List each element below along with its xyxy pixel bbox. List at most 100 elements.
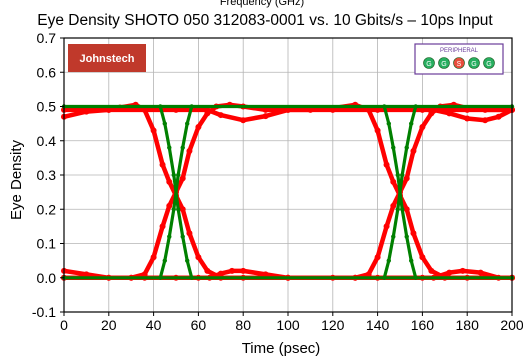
input-eye-point: [409, 258, 414, 263]
input-eye-point: [167, 145, 172, 150]
input-eye-point: [404, 234, 409, 239]
input-eye-point: [162, 258, 167, 263]
output-eye-point: [383, 223, 390, 230]
x-tick-label: 140: [366, 317, 390, 333]
x-tick-label: 120: [321, 317, 345, 333]
output-eye-point: [410, 230, 417, 237]
output-eye-point: [495, 113, 502, 120]
input-eye-point: [409, 121, 414, 126]
output-eye-point: [428, 267, 435, 274]
input-eye-point: [400, 207, 405, 212]
input-eye-point: [180, 145, 185, 150]
plot-series: [61, 101, 515, 281]
output-eye-point: [285, 106, 291, 113]
badge-label: PERIPHERAL: [440, 48, 479, 54]
input-eye-point: [382, 104, 387, 109]
input-eye-point: [395, 172, 400, 178]
output-eye-point: [307, 106, 314, 113]
output-eye-point: [419, 254, 426, 261]
output-eye-point: [166, 202, 173, 209]
output-eye-point: [419, 124, 426, 131]
x-tick-label: 40: [146, 317, 162, 333]
input-eye-point: [391, 234, 396, 239]
x-tick-label: 160: [411, 317, 435, 333]
output-eye-point: [159, 223, 166, 230]
axis-ticks: 0 20 40 60 80 100 120 140 160 180 200 -0.1 0.0 0.1 0.2…: [32, 30, 523, 333]
x-tick-label: 80: [235, 317, 251, 333]
chart-title: Eye Density SHOTO 050 312083-0001 vs. 10…: [37, 12, 493, 29]
y-tick-label: 0.7: [37, 30, 57, 46]
output-eye-point: [173, 106, 179, 113]
output-eye-point: [159, 161, 166, 168]
input-eye-point: [185, 258, 190, 263]
input-eye-point: [171, 172, 176, 178]
badge-dot-letter: G: [486, 61, 491, 68]
y-tick-label: 0.5: [37, 99, 57, 115]
input-eye-point: [395, 207, 400, 212]
output-eye-point: [186, 230, 193, 237]
output-eye-point: [374, 127, 381, 134]
input-eye-point: [400, 172, 405, 178]
output-eye-point: [403, 206, 410, 213]
input-eye-point: [162, 121, 167, 126]
output-eye-point: [150, 127, 157, 134]
input-eye-point: [189, 104, 194, 109]
output-eye-point: [179, 175, 186, 182]
badge-dot-letter: G: [426, 61, 431, 68]
input-eye-point: [189, 275, 194, 280]
y-tick-label: 0.2: [37, 201, 57, 217]
output-eye-point: [83, 271, 90, 278]
peripheral-badge: PERIPHERAL G G S G G: [414, 43, 504, 75]
x-tick-label: 200: [500, 317, 523, 333]
x-tick-label: 20: [101, 317, 117, 333]
output-eye-point: [195, 124, 202, 131]
output-eye-point: [262, 271, 269, 278]
input-eye-point: [404, 145, 409, 150]
input-eye-point: [167, 234, 172, 239]
top-cut-text: Frequency (GHz): [220, 0, 304, 8]
output-eye-point: [240, 267, 247, 274]
input-eye-point: [413, 104, 418, 109]
input-eye-point: [171, 207, 176, 212]
output-eye-point: [374, 254, 381, 261]
output-eye-point: [410, 148, 417, 155]
output-eye-point: [179, 206, 186, 213]
input-eye-trace: [382, 104, 418, 280]
output-eye-point: [240, 117, 247, 124]
logo-text: Johnstech: [79, 53, 134, 65]
x-tick-label: 100: [276, 317, 300, 333]
input-eye-point: [185, 121, 190, 126]
output-eye-point: [229, 267, 235, 274]
output-eye-point: [459, 267, 466, 274]
output-eye-point: [166, 178, 173, 185]
y-tick-label: 0.0: [37, 270, 57, 286]
y-tick-label: 0.1: [37, 236, 57, 252]
badge-dot: [483, 57, 495, 69]
output-eye-point: [150, 254, 157, 261]
badge-dot-letter: S: [457, 61, 462, 68]
badge-dot-letter: G: [441, 61, 446, 68]
output-eye-point: [482, 106, 489, 113]
y-tick-label: 0.3: [37, 167, 57, 183]
input-eye-point: [386, 258, 391, 263]
output-eye-point: [217, 270, 224, 277]
output-eye-point: [374, 106, 381, 113]
input-eye-point: [158, 104, 163, 109]
johnstech-logo: Johnstech: [68, 44, 146, 72]
input-eye-point: [180, 234, 185, 239]
x-tick-label: 180: [456, 317, 480, 333]
grid: [63, 37, 513, 313]
badge-dot: [438, 57, 450, 69]
input-eye-point: [386, 121, 391, 126]
badge-dot: [453, 57, 465, 69]
output-eye-point: [105, 106, 112, 113]
x-tick-label: 60: [191, 317, 207, 333]
output-eye-point: [482, 117, 489, 124]
output-eye-point: [419, 106, 426, 113]
output-eye-point: [204, 106, 211, 113]
output-eye-point: [446, 110, 453, 117]
output-eye-trace: [61, 102, 515, 281]
output-eye-point: [262, 106, 269, 113]
